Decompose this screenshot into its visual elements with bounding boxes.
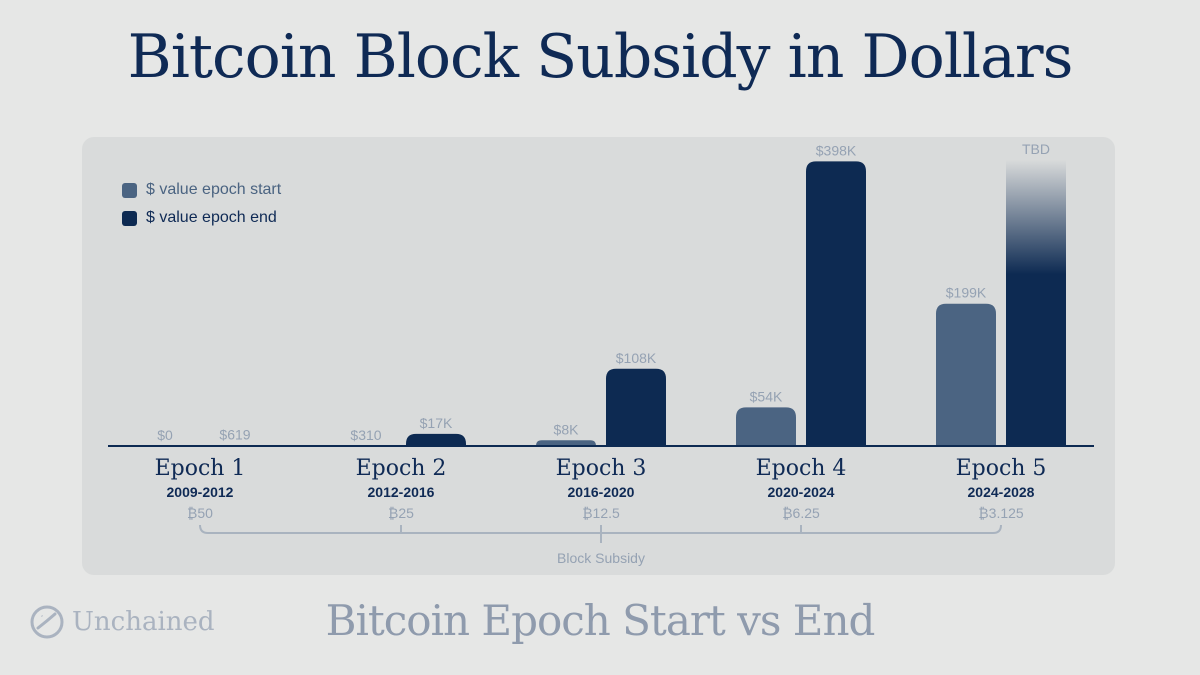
legend-label-end: $ value epoch end — [146, 209, 277, 226]
legend-item-start: $ value epoch start — [122, 176, 281, 204]
epoch-name: Epoch 5 — [956, 456, 1047, 481]
epoch-years: 2024-2028 — [968, 484, 1035, 500]
legend-swatch-start — [122, 182, 137, 198]
chart-title: Bitcoin Block Subsidy in Dollars — [127, 22, 1074, 92]
epoch-name: Epoch 3 — [556, 456, 647, 481]
epoch-name: Epoch 4 — [756, 456, 847, 481]
bar-start — [936, 303, 996, 446]
epoch-years: 2012-2016 — [368, 484, 435, 500]
bar-end — [806, 161, 866, 446]
unchained-logo-icon — [30, 605, 64, 639]
legend-swatch-end — [122, 210, 137, 226]
bar-start — [536, 440, 596, 446]
chart-subtitle: Bitcoin Epoch Start vs End — [325, 596, 876, 645]
epoch-years: 2020-2024 — [768, 484, 835, 500]
epoch-subsidy: ₿6.25 — [782, 505, 820, 521]
bar-value-label: $398K — [816, 142, 857, 158]
bar-value-label: $199K — [946, 285, 987, 301]
logo-text: Unchained — [72, 607, 215, 637]
bar-start — [736, 407, 796, 446]
legend-label-start: $ value epoch start — [146, 181, 282, 198]
unchained-logo: Unchained — [28, 603, 215, 641]
bar-value-label: $8K — [554, 421, 580, 437]
epoch-years: 2009-2012 — [167, 484, 234, 500]
epoch-name: Epoch 2 — [356, 456, 447, 481]
epoch-name: Epoch 1 — [155, 456, 246, 481]
subsidy-caption: Block Subsidy — [557, 550, 645, 566]
epoch-subsidy: ₿3.125 — [978, 505, 1024, 521]
bar-end — [406, 433, 466, 446]
bar-value-label: $17K — [420, 415, 453, 431]
legend: $ value epoch start $ value epoch end — [122, 176, 281, 232]
legend-item-end: $ value epoch end — [122, 204, 281, 232]
bar-value-label: $54K — [750, 388, 783, 404]
bar-value-label: TBD — [1022, 141, 1050, 157]
epoch-subsidy: ₿12.5 — [582, 505, 620, 521]
bar-value-label: $0 — [157, 427, 173, 443]
epoch-subsidy: ₿25 — [388, 505, 414, 521]
bar-value-label: $619 — [219, 427, 250, 443]
bar-tbd — [1006, 160, 1066, 446]
bar-value-label: $108K — [616, 350, 657, 366]
epoch-subsidy: ₿50 — [187, 505, 213, 521]
bar-value-label: $310 — [350, 427, 381, 443]
bar-end — [606, 368, 666, 446]
epoch-years: 2016-2020 — [568, 484, 635, 500]
